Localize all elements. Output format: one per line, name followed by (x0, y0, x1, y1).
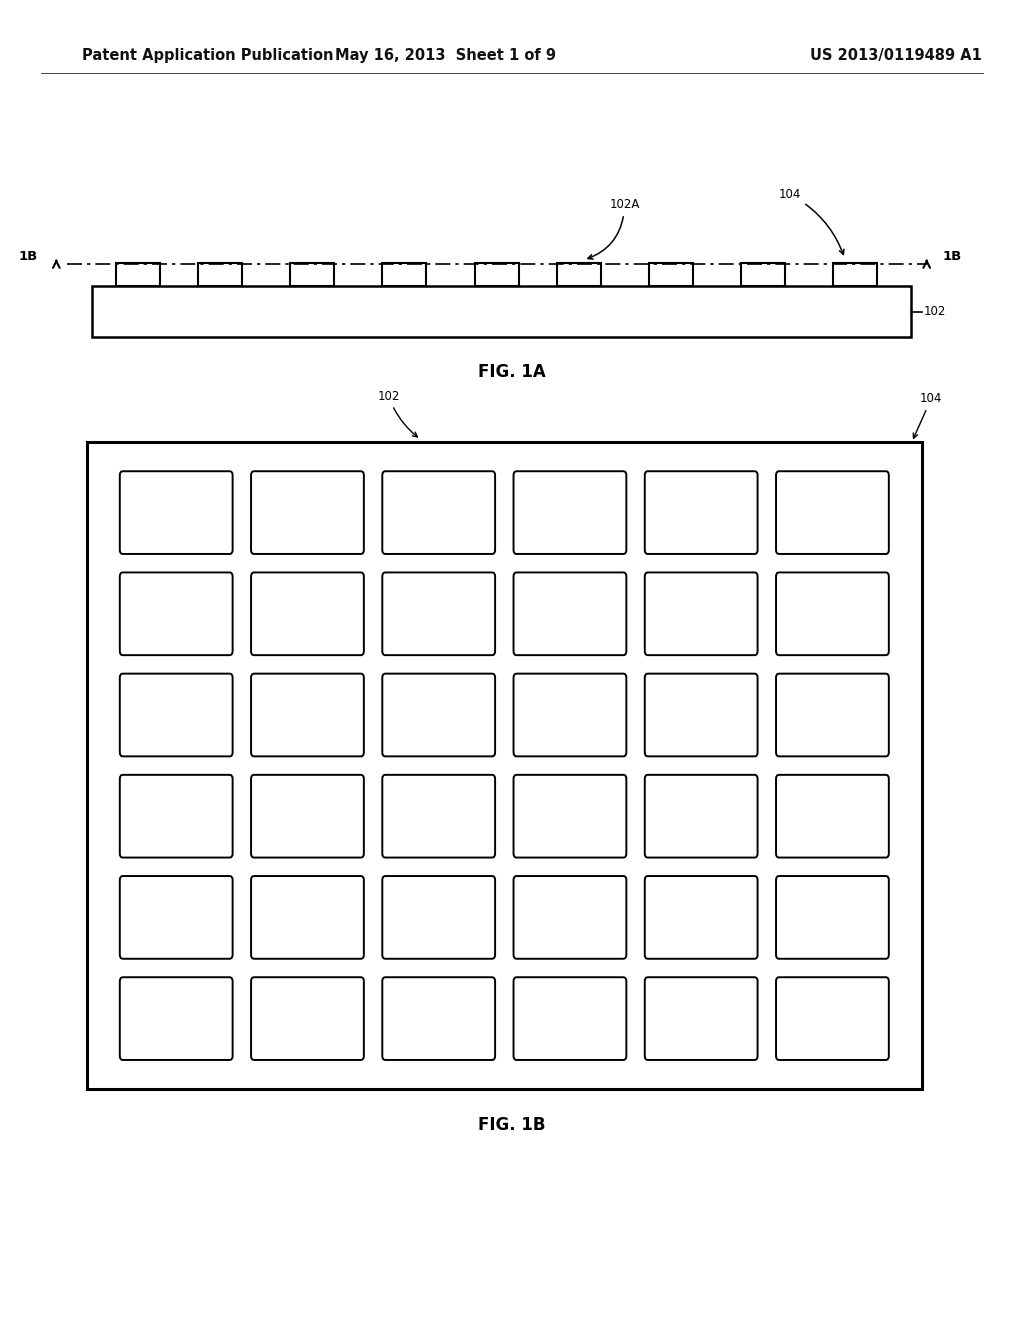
Text: 102: 102 (377, 389, 418, 437)
Text: May 16, 2013  Sheet 1 of 9: May 16, 2013 Sheet 1 of 9 (335, 48, 556, 63)
Text: 1B: 1B (943, 249, 962, 263)
FancyBboxPatch shape (251, 876, 364, 958)
Bar (199, 263, 242, 286)
Text: Patent Application Publication: Patent Application Publication (82, 48, 334, 63)
Text: FIG. 1A: FIG. 1A (478, 363, 546, 381)
FancyBboxPatch shape (120, 775, 232, 858)
Text: 102A: 102A (588, 198, 640, 259)
Bar (557, 263, 600, 286)
Bar (649, 263, 693, 286)
FancyBboxPatch shape (120, 673, 232, 756)
FancyBboxPatch shape (776, 673, 889, 756)
FancyBboxPatch shape (120, 876, 232, 958)
FancyBboxPatch shape (382, 471, 495, 554)
FancyBboxPatch shape (645, 471, 758, 554)
FancyBboxPatch shape (382, 876, 495, 958)
Text: US 2013/0119489 A1: US 2013/0119489 A1 (810, 48, 982, 63)
Bar (87, 442, 922, 1089)
Text: 104: 104 (778, 187, 844, 255)
FancyBboxPatch shape (513, 673, 627, 756)
Text: FIG. 1B: FIG. 1B (478, 1115, 546, 1134)
FancyBboxPatch shape (776, 471, 889, 554)
FancyBboxPatch shape (382, 573, 495, 655)
FancyBboxPatch shape (251, 673, 364, 756)
FancyBboxPatch shape (513, 775, 627, 858)
FancyBboxPatch shape (645, 775, 758, 858)
Bar (834, 263, 877, 286)
Bar (291, 263, 334, 286)
FancyBboxPatch shape (251, 471, 364, 554)
FancyBboxPatch shape (251, 977, 364, 1060)
FancyBboxPatch shape (645, 673, 758, 756)
FancyBboxPatch shape (645, 977, 758, 1060)
FancyBboxPatch shape (645, 573, 758, 655)
Bar (383, 263, 426, 286)
FancyBboxPatch shape (776, 775, 889, 858)
FancyBboxPatch shape (382, 977, 495, 1060)
Bar (92, 286, 911, 337)
FancyBboxPatch shape (513, 471, 627, 554)
FancyBboxPatch shape (120, 471, 232, 554)
FancyBboxPatch shape (120, 977, 232, 1060)
FancyBboxPatch shape (645, 876, 758, 958)
FancyBboxPatch shape (382, 775, 495, 858)
Bar (117, 263, 161, 286)
FancyBboxPatch shape (513, 573, 627, 655)
FancyBboxPatch shape (251, 573, 364, 655)
Text: 1B: 1B (19, 249, 38, 263)
FancyBboxPatch shape (776, 977, 889, 1060)
FancyBboxPatch shape (513, 876, 627, 958)
FancyBboxPatch shape (382, 673, 495, 756)
Bar (741, 263, 785, 286)
FancyBboxPatch shape (513, 977, 627, 1060)
FancyBboxPatch shape (776, 573, 889, 655)
FancyBboxPatch shape (251, 775, 364, 858)
Text: 104: 104 (913, 392, 942, 438)
Bar (474, 263, 518, 286)
Text: 102: 102 (924, 305, 946, 318)
FancyBboxPatch shape (776, 876, 889, 958)
FancyBboxPatch shape (120, 573, 232, 655)
